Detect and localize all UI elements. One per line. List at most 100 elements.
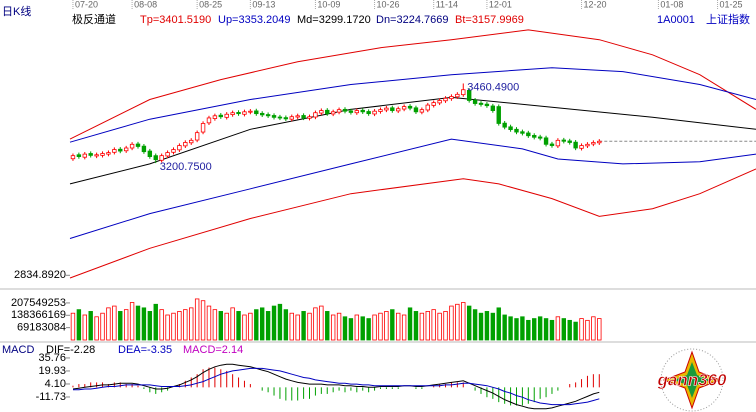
volume-bar <box>348 318 354 341</box>
volume-bar <box>378 312 383 341</box>
candle-body <box>153 155 158 161</box>
volume-bar <box>336 312 342 341</box>
candle-body <box>224 113 229 118</box>
volume-bar <box>390 309 395 341</box>
candle-body <box>277 116 283 119</box>
candle-body <box>526 132 531 137</box>
volume-bar <box>514 318 519 341</box>
candle-body <box>301 115 306 119</box>
volume-bar <box>307 312 312 341</box>
candle-body <box>354 110 360 114</box>
candle-body <box>218 114 224 118</box>
volume-bar <box>153 303 158 341</box>
volume-bar <box>555 316 561 341</box>
candle-body <box>248 110 253 113</box>
macd-tick-label: 35.76 <box>38 352 66 364</box>
volume-bar <box>419 312 425 341</box>
candle-body <box>508 126 513 130</box>
x-tick-label: 12-01 <box>489 0 512 9</box>
candle-body <box>543 137 549 145</box>
volume-bar <box>520 316 525 341</box>
volume-bar <box>236 311 241 341</box>
x-tick-label: 09-13 <box>252 0 275 9</box>
volume-bar <box>567 319 572 341</box>
candle-body <box>520 131 525 134</box>
volume-bar <box>496 307 501 341</box>
candle-body <box>514 128 519 133</box>
candle-body <box>449 96 454 100</box>
candle-body <box>532 135 537 138</box>
candle-body <box>330 111 336 115</box>
volume-bar <box>259 307 265 341</box>
volume-bar <box>118 311 123 341</box>
volume-bar <box>325 311 330 341</box>
x-tick-label: 01-25 <box>720 0 743 9</box>
volume-bar <box>407 307 413 341</box>
candle-body <box>419 109 425 113</box>
volume-bar <box>449 305 454 341</box>
volume-bar <box>224 312 229 341</box>
volume-bar <box>526 319 531 341</box>
volume-bar <box>455 303 460 341</box>
volume-bar <box>283 309 289 341</box>
volume-bar <box>443 311 448 341</box>
volume-bar <box>242 314 247 341</box>
band-line <box>69 29 756 140</box>
volume-bar <box>206 305 212 341</box>
stock-code: 1A0001 <box>657 14 695 26</box>
candle-body <box>591 142 596 145</box>
price-annotation: 3200.7500 <box>160 161 212 173</box>
candle-body <box>100 153 105 156</box>
candle-body <box>159 155 164 161</box>
candle-body <box>88 153 93 156</box>
candle-body <box>271 115 277 118</box>
candle-body <box>585 143 590 147</box>
candle-body <box>425 104 430 111</box>
volume-bar <box>135 305 141 341</box>
candle-body <box>177 145 182 151</box>
candle-body <box>141 145 147 153</box>
x-tick-label: 08-25 <box>199 0 222 9</box>
volume-bar <box>301 311 306 341</box>
x-tick-label: 11-14 <box>436 0 458 9</box>
volume-bar <box>537 316 543 341</box>
legend-entry: Md=3299.1720 <box>297 14 371 26</box>
volume-bar <box>401 314 407 341</box>
band-line <box>69 168 756 279</box>
x-tick-label: 12-20 <box>584 0 607 9</box>
candle-body <box>597 140 602 144</box>
candle-body <box>466 89 472 101</box>
volume-bar <box>508 316 513 341</box>
volume-bar <box>189 307 194 341</box>
candle-body <box>212 115 218 119</box>
x-tick-label: 08-08 <box>134 0 157 9</box>
chart-title: 日K线 <box>2 4 31 18</box>
volume-bar <box>573 321 578 341</box>
volume-bar <box>384 311 389 341</box>
volume-bar <box>597 318 602 341</box>
volume-bar <box>277 303 283 341</box>
candle-body <box>366 111 371 115</box>
candle-body <box>236 112 241 115</box>
candle-body <box>165 152 170 157</box>
candle-body <box>384 107 389 111</box>
volume-bar <box>413 311 419 341</box>
volume-tick-label: 69183084 <box>17 322 66 334</box>
candle-body <box>183 142 188 147</box>
logo-text: gann360 <box>657 370 728 389</box>
macd-legend-entry: DEA=-3.35 <box>118 344 172 356</box>
volume-bar <box>129 302 135 341</box>
y-tick-label: 2834.8920 <box>14 269 66 281</box>
candle-body <box>313 112 318 118</box>
volume-bar <box>123 309 129 341</box>
macd-title: MACD <box>2 344 34 356</box>
candle-body <box>443 97 448 102</box>
candle-body <box>573 141 578 149</box>
legend-entry: Tp=3401.5190 <box>140 14 211 26</box>
candle-body <box>123 147 129 152</box>
candle-body <box>502 122 507 128</box>
x-tick-label: 10-26 <box>377 0 400 9</box>
candle-body <box>325 109 330 115</box>
candle-body <box>579 145 584 149</box>
band-line <box>69 67 756 143</box>
